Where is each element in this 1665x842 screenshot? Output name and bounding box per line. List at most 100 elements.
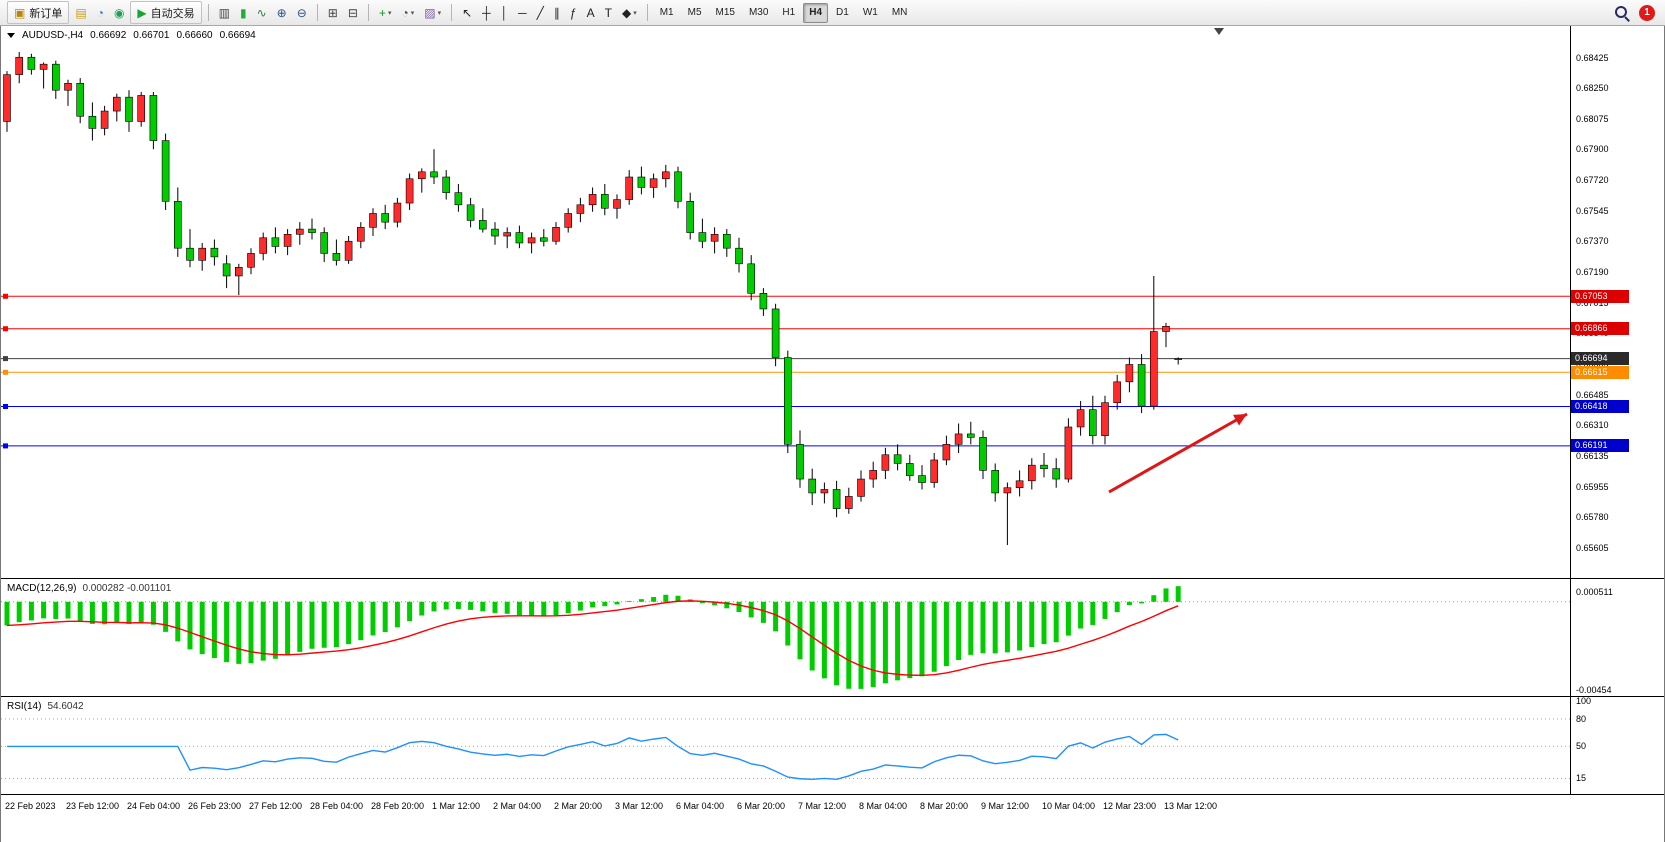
chart-header: AUDUSD-,H4 0.66692 0.66701 0.66660 0.666… (7, 30, 256, 41)
price-scale-label: 0.65605 (1576, 542, 1609, 553)
toolbar-separator (207, 4, 209, 21)
community-icon: ◔ (96, 5, 104, 20)
line-anchor (3, 326, 8, 332)
price-scale-label: 0.67720 (1576, 175, 1609, 186)
add-indicator-icon: + (378, 5, 386, 20)
timeframe-m15[interactable]: M15 (715, 6, 735, 18)
crosshair-icon: ┼ (482, 5, 491, 20)
time-axis-label: 1 Mar 12:00 (432, 801, 481, 811)
price-scale-label: 0.65780 (1576, 512, 1609, 523)
timeframe-w1[interactable]: W1 (862, 6, 878, 18)
line-anchor (3, 403, 8, 409)
price-tag: 0.66615 (1571, 365, 1629, 379)
horizontal-line-icon: ─ (518, 5, 527, 20)
timeframe-m30[interactable]: M30 (748, 6, 769, 18)
macd-pane: MACD(12,26,9) 0.000282 -0.001101 0.00051… (1, 579, 1664, 697)
drawing-tools-group: ↖ ┼ │ ─ ╱ ∥ ƒ A T ◆ ▾ (457, 1, 642, 24)
price-scale-label: 0.68250 (1576, 83, 1609, 94)
macd-chart[interactable] (1, 579, 1570, 696)
cascade-windows-icon: ⊟ (347, 5, 358, 20)
channel-button[interactable]: ∥ (550, 1, 564, 24)
line-anchor (3, 356, 8, 362)
tile-windows-button[interactable]: ⊞ (324, 1, 342, 24)
trendline-icon: ╱ (536, 5, 544, 20)
price-tag: 0.67053 (1571, 289, 1629, 303)
time-axis-label: 7 Mar 12:00 (798, 801, 847, 811)
horizontal-line-button[interactable]: ─ (514, 1, 531, 24)
toolbar-buttons: ▣ 新订单 ▤ ◔ ◉ ▶ 自动交易 ▥ ▮ ∿ ⊕ ⊖ ⊞ ⊟ + ▾ ◔ ▾ ▨ ▾ ↖ ┼ │ ─ ╱ ∥ ƒ A T ◆ ▾ M1 M5… (6, 1, 1614, 24)
vertical-line-button[interactable]: │ (497, 1, 513, 24)
price-scale-label: 0.67015 (1576, 297, 1609, 308)
rsi-scale-label: 100 (1576, 697, 1592, 706)
chart-shift-marker[interactable] (1214, 28, 1224, 35)
timeframe-d1[interactable]: D1 (836, 6, 849, 18)
price-scale-label: 0.67545 (1576, 205, 1609, 216)
periods-button[interactable]: ◔ ▾ (397, 1, 418, 24)
text-button[interactable]: A (583, 1, 599, 24)
quote-open: 0.66692 (90, 30, 127, 41)
time-axis-label: 22 Feb 2023 (5, 801, 56, 811)
macd-name: MACD(12,26,9) (7, 583, 77, 594)
shapes-button[interactable]: ◆ ▾ (618, 1, 641, 24)
time-axis-label: 8 Mar 04:00 (859, 801, 908, 811)
notification-badge[interactable]: 1 (1639, 4, 1655, 21)
price-scale-label: 0.68075 (1576, 113, 1609, 124)
time-axis-label: 8 Mar 20:00 (920, 801, 969, 811)
time-axis-label: 23 Feb 12:00 (66, 801, 120, 811)
rsi-chart[interactable] (1, 697, 1570, 794)
indicators-button[interactable]: + ▾ (375, 1, 396, 24)
toolbar-separator (367, 4, 369, 21)
macd-values: 0.000282 -0.001101 (82, 583, 172, 594)
cursor-button[interactable]: ↖ (458, 1, 476, 24)
new-order-button[interactable]: ▣ 新订单 (7, 1, 70, 24)
time-axis-label: 2 Mar 20:00 (554, 801, 603, 811)
fibonacci-button[interactable]: ƒ (566, 1, 581, 24)
candlestick-chart[interactable] (1, 26, 1570, 578)
timeframe-m5[interactable]: M5 (687, 6, 702, 18)
shapes-icon: ◆ (621, 5, 632, 20)
cascade-windows-button[interactable]: ⊟ (344, 1, 362, 24)
chart-menu-icon[interactable] (7, 33, 15, 38)
rsi-scale[interactable]: 100 80 50 15 (1570, 697, 1664, 794)
vertical-line-icon: │ (500, 5, 509, 20)
candlestick-button[interactable]: ▮ (236, 1, 251, 24)
timeframe-m1[interactable]: M1 (659, 6, 674, 18)
search-icon[interactable] (1614, 5, 1630, 22)
trend-arrow[interactable] (1108, 412, 1248, 494)
rsi-pane: RSI(14) 54.6042 100 80 50 15 (1, 697, 1664, 795)
time-axis[interactable]: 22 Feb 2023 23 Feb 12:00 24 Feb 04:00 26 Fe… (1, 795, 1664, 821)
macd-scale[interactable]: 0.000511 -0.00454 (1570, 579, 1664, 696)
toolbar-right: 1 (1614, 4, 1659, 22)
fibonacci-icon: ƒ (569, 5, 577, 20)
templates-button[interactable]: ▨ ▾ (420, 1, 445, 24)
timeframe-h4[interactable]: H4 (803, 2, 829, 23)
bar-chart-button[interactable]: ▥ (215, 1, 234, 24)
time-axis-label: 6 Mar 20:00 (737, 801, 786, 811)
zoom-out-button[interactable]: ⊖ (293, 1, 311, 24)
text-label-icon: T (604, 5, 612, 20)
magnifier-handle (1624, 15, 1630, 22)
auto-trading-button[interactable]: ▶ 自动交易 (130, 1, 202, 24)
text-label-button[interactable]: T (601, 1, 616, 24)
timeframe-h1[interactable]: H1 (782, 6, 796, 18)
price-scale[interactable]: 0.68425 0.68250 0.68075 0.67900 0.67720 0.675… (1570, 26, 1664, 578)
community-button[interactable]: ◔ (93, 1, 108, 24)
dropdown-arrow-icon: ▾ (387, 9, 392, 17)
time-axis-label: 28 Feb 04:00 (310, 801, 364, 811)
price-scale-label: 0.66135 (1576, 450, 1609, 461)
navigator-button[interactable]: ◉ (110, 1, 128, 24)
macd-scale-label: -0.00454 (1576, 685, 1612, 695)
dropdown-arrow-icon: ▾ (437, 9, 442, 17)
time-axis-label: 10 Mar 04:00 (1042, 801, 1096, 811)
chart-tools-group: + ▾ ◔ ▾ ▨ ▾ (374, 1, 446, 24)
timeframe-mn[interactable]: MN (891, 6, 908, 18)
metaeditor-button[interactable]: ▤ (71, 1, 90, 24)
navigator-icon: ◉ (113, 5, 125, 20)
quote-close: 0.66694 (219, 30, 256, 41)
price-tag: 0.66418 (1571, 399, 1629, 413)
trendline-button[interactable]: ╱ (533, 1, 548, 24)
crosshair-button[interactable]: ┼ (478, 1, 495, 24)
zoom-in-button[interactable]: ⊕ (273, 1, 291, 24)
price-scale-label: 0.67190 (1576, 267, 1609, 278)
line-chart-button[interactable]: ∿ (253, 1, 271, 24)
